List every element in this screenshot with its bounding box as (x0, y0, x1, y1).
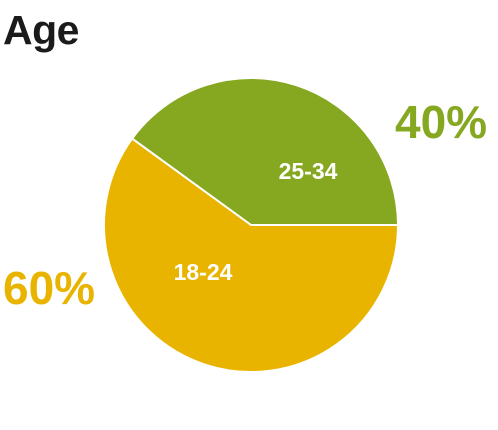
pie-slice-25-34 (131, 77, 399, 226)
chart-title: Age (3, 7, 79, 53)
slice-label-18-24: 18-24 (174, 259, 233, 285)
percent-label-25-34: 40% (395, 96, 487, 148)
pie-slice-18-24 (103, 137, 399, 373)
slice-label-25-34: 25-34 (279, 158, 338, 184)
pie-slices (103, 77, 399, 373)
percent-label-18-24: 60% (3, 262, 95, 314)
